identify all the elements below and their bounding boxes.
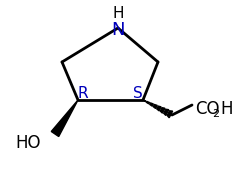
Text: H: H (220, 100, 233, 118)
Text: HO: HO (15, 134, 41, 152)
Polygon shape (146, 101, 149, 104)
Text: H: H (112, 6, 124, 22)
Polygon shape (51, 100, 78, 136)
Text: 2: 2 (212, 109, 219, 119)
Text: S: S (133, 87, 143, 102)
Text: R: R (78, 87, 88, 102)
Polygon shape (160, 108, 165, 113)
Polygon shape (153, 104, 157, 108)
Polygon shape (167, 111, 173, 118)
Text: CO: CO (195, 100, 220, 118)
Text: N: N (111, 21, 125, 39)
Polygon shape (164, 109, 169, 115)
Polygon shape (150, 103, 153, 106)
Polygon shape (143, 100, 146, 102)
Polygon shape (157, 106, 161, 111)
